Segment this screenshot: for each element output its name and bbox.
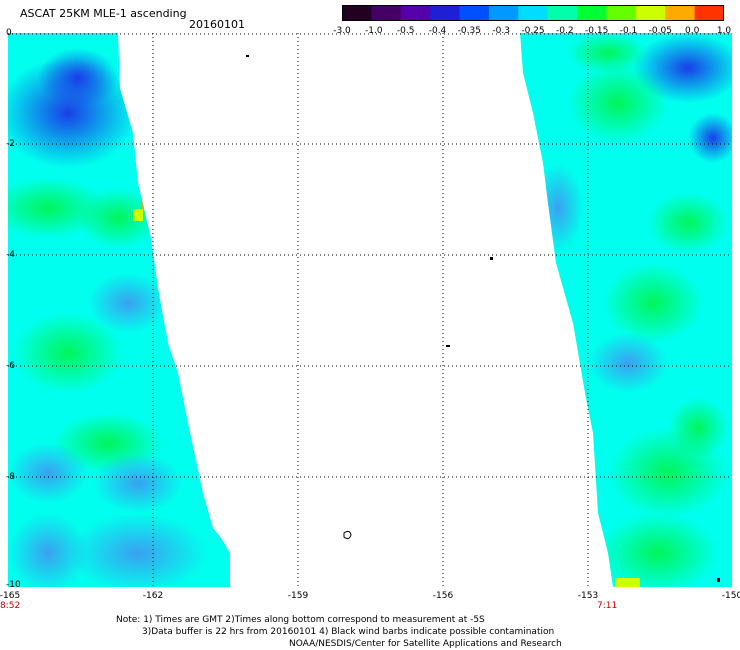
colorbar-swatch: [694, 5, 725, 21]
colorbar-frame: [342, 5, 724, 21]
x-tick-label: -150: [721, 591, 740, 601]
end-time: 7:11: [597, 601, 618, 611]
colorbar-tick-label: -0.5: [396, 26, 415, 36]
colorbar-tick-label: -0.05: [648, 26, 672, 36]
footer-note-1: Note: 1) Times are GMT 2)Times along bot…: [116, 615, 485, 625]
colorbar-tick-label: -0.4: [428, 26, 447, 36]
colorbar-swatch: [342, 5, 372, 21]
colorbar-tick-label: 0.0: [684, 26, 700, 36]
y-tick-label: -2: [6, 139, 15, 149]
y-tick-label: -6: [6, 361, 15, 371]
left-swath: [8, 33, 230, 587]
map-plot: [8, 33, 732, 591]
colorbar-tick-label: 1.0: [716, 26, 732, 36]
product-title: ASCAT 25KM MLE-1 ascending: [20, 7, 187, 20]
y-tick-label: 0: [6, 28, 12, 38]
colorbar-swatch: [606, 5, 637, 21]
x-tick-label: -156: [432, 591, 454, 601]
colorbar: [342, 5, 725, 21]
y-tick-label: -10: [6, 580, 21, 590]
colorbar-swatches: [342, 5, 725, 21]
island-markers: [246, 55, 720, 582]
colorbar-tick-label: -0.35: [457, 26, 481, 36]
y-tick-label: -8: [6, 472, 15, 482]
colorbar-tick-label: -0.15: [585, 26, 609, 36]
colorbar-swatch: [635, 5, 666, 21]
x-tick-label: -162: [142, 591, 164, 601]
colorbar-tick-label: -0.3: [492, 26, 510, 36]
colorbar-swatch: [577, 5, 607, 21]
colorbar-swatch: [518, 5, 549, 21]
colorbar-tick-label: -1.0: [365, 26, 383, 36]
colorbar-swatch: [400, 5, 431, 21]
colorbar-swatch: [665, 5, 696, 21]
colorbar-swatch: [488, 5, 519, 21]
colorbar-tick-label: -0.1: [619, 26, 638, 36]
x-tick-label: -159: [287, 591, 309, 601]
x-tick-label: -165: [0, 591, 21, 601]
footer-credit: NOAA/NESDIS/Center for Satellite Applica…: [289, 639, 562, 649]
start-time: 8:52: [0, 601, 21, 611]
footer-note-2: 3)Data buffer is 22 hrs from 20160101 4)…: [142, 627, 555, 637]
colorbar-swatch: [371, 5, 402, 21]
colorbar-tick-label: -0.2: [556, 26, 574, 36]
colorbar-tick-label: -3.0: [333, 26, 351, 36]
colorbar-swatch: [459, 5, 490, 21]
colorbar-swatch: [547, 5, 578, 21]
map-grid: [8, 33, 732, 587]
y-tick-label: -4: [6, 250, 15, 260]
x-tick-label: -153: [577, 591, 599, 601]
colorbar-swatch: [430, 5, 461, 21]
map-canvas: [8, 33, 732, 587]
product-date: 20160101: [189, 18, 245, 31]
right-swath: [520, 33, 732, 587]
colorbar-tick-label: -0.25: [521, 26, 545, 36]
